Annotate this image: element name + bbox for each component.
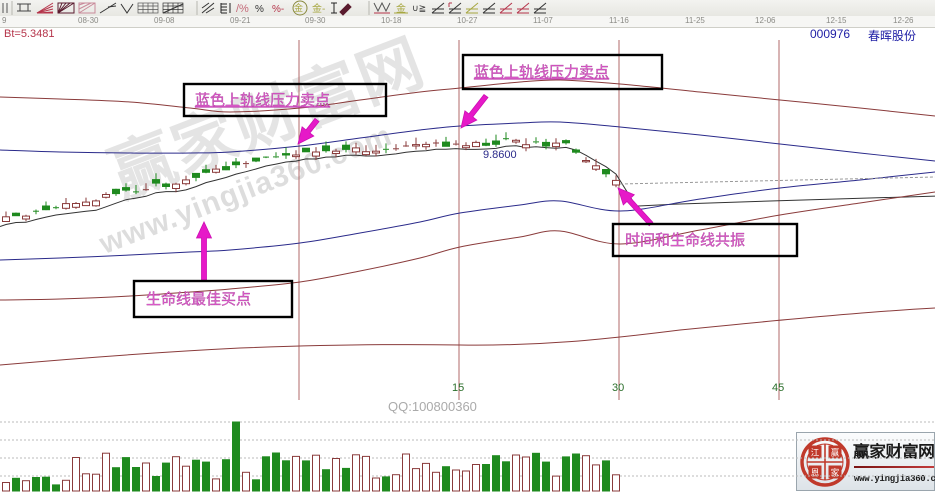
svg-text:9.8600: 9.8600 — [483, 149, 517, 161]
svg-text:15: 15 — [452, 382, 464, 394]
svg-text:/%: /% — [236, 3, 249, 15]
svg-text:QQ:100800360: QQ:100800360 — [388, 399, 477, 414]
svg-text:金-: 金- — [312, 2, 325, 15]
svg-text:恩: 恩 — [811, 468, 820, 478]
svg-text:江: 江 — [811, 448, 820, 458]
svg-text:家: 家 — [831, 468, 840, 478]
svg-text:蓝色上轨线压力卖点: 蓝色上轨线压力卖点 — [195, 92, 330, 109]
svg-text:%: % — [255, 4, 264, 15]
svg-text:%-: %- — [272, 4, 284, 15]
svg-text:30: 30 — [612, 382, 624, 394]
svg-text:∪≧: ∪≧ — [412, 3, 426, 13]
svg-text:生命线最佳买点: 生命线最佳买点 — [146, 290, 251, 308]
svg-text:时间和生命线共振: 时间和生命线共振 — [625, 231, 745, 249]
svg-text:金: 金 — [294, 2, 303, 13]
svg-text:45: 45 — [772, 382, 784, 394]
svg-text:赢: 赢 — [831, 448, 840, 458]
svg-text:蓝色上轨线压力卖点: 蓝色上轨线压力卖点 — [474, 64, 609, 81]
